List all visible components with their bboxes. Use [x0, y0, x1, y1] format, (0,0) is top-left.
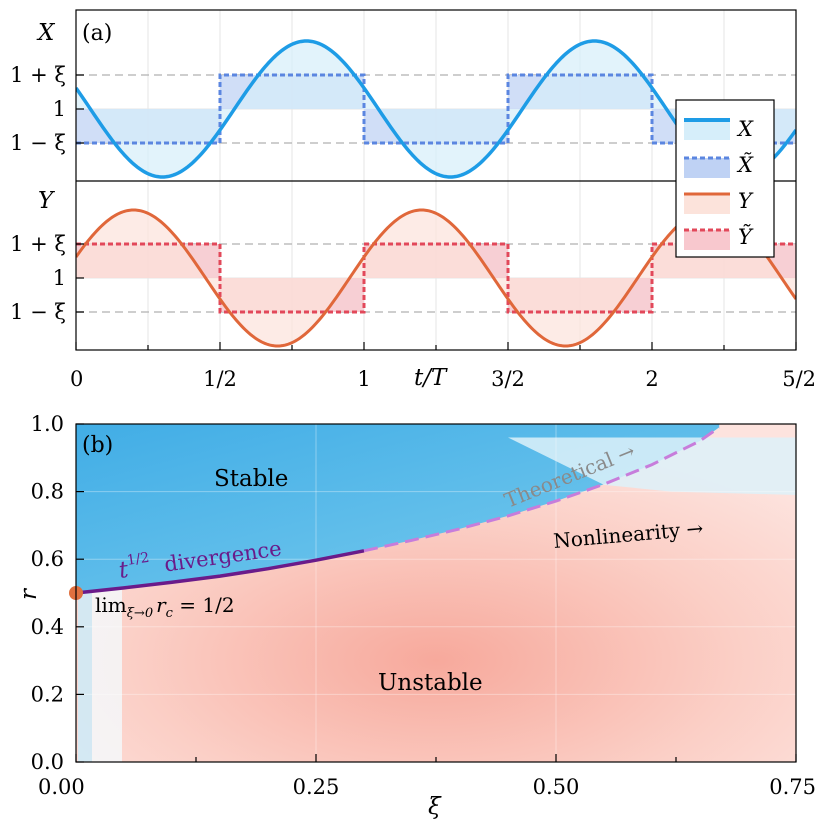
- x-tick-label-b: 0.00: [38, 775, 85, 799]
- theoretical-curve: [363, 426, 721, 553]
- panel-b-xlabel: ξ: [428, 794, 442, 820]
- panel-a-traces: [76, 39, 796, 348]
- square-wave-X̃: [76, 73, 796, 145]
- panel-b-y-tick-labels: 0.0 0.2 0.4 0.6 0.8 1.0: [31, 412, 64, 774]
- panel-a-x-tick-labels: 0 1/2 1 3/2 2 5/2: [70, 367, 816, 391]
- limit-label: limξ→0 rc = 1/2: [95, 593, 235, 621]
- legend-entry-x: X: [736, 117, 754, 141]
- legend-y-fill: [684, 194, 730, 214]
- y-tick-label-a: 1: [53, 97, 66, 121]
- panel-a-xlabel: t/T: [414, 365, 448, 391]
- legend-entry-x-tilde: X̃: [736, 153, 754, 177]
- legend: X X̃ Y Ỹ: [675, 99, 775, 258]
- x-tick-label-b: 0.25: [293, 775, 340, 799]
- y-subplot-ylabel: Y: [38, 188, 56, 214]
- y-tick-label-a: 1 + ξ: [10, 63, 66, 87]
- panel-b-x-tick-labels: 0.00 0.25 0.50 0.75: [38, 775, 816, 799]
- legend-entry-y-tilde: Ỹ: [738, 225, 754, 249]
- y-tick-label-a: 1 − ξ: [10, 300, 66, 324]
- x-tick-label-b: 0.50: [533, 775, 580, 799]
- y-tick-label-b: 0.8: [31, 480, 64, 504]
- x-tick-label-a: 3/2: [491, 367, 525, 391]
- left-pale-band: [92, 560, 122, 762]
- panel-b-ylabel: r: [16, 587, 42, 600]
- legend-x-fill: [684, 120, 730, 140]
- legend-entry-y: Y: [738, 189, 754, 213]
- x-tick-label-a: 2: [645, 367, 658, 391]
- transition-band: [508, 437, 796, 495]
- stable-label: Stable: [214, 466, 288, 492]
- y-tick-label-a: 1 − ξ: [10, 131, 66, 155]
- x-tick-label-a: 5/2: [782, 367, 816, 391]
- panel-b: 0.00.20.40.60.81.0 0.00 0.25 0.50 0.75 (b) …: [16, 412, 816, 820]
- y-tick-label-b: 1.0: [31, 412, 64, 436]
- x-tick-label-a: 0: [70, 367, 83, 391]
- y-tick-label-a: 1 + ξ: [10, 232, 66, 256]
- divergence-exp: 1/2: [126, 550, 151, 569]
- square-wave-Ỹ: [76, 242, 796, 314]
- stable-region: [76, 424, 720, 593]
- panel-a: (a) X Y t/T 1 + ξ 1 1 − ξ 1 + ξ 1 1 − ξ 0 1/2 1…: [10, 9, 816, 391]
- limit-expr: r: [156, 593, 167, 617]
- x-tick-label-a: 1: [357, 367, 370, 391]
- limit-expr-sub: c: [166, 606, 174, 621]
- legend-yt-fill: [684, 230, 730, 250]
- x-tick-label-b: 0.75: [769, 775, 816, 799]
- legend-xt-fill: [684, 158, 730, 178]
- panel-a-ticks: [75, 74, 797, 350]
- panel-b-ticks: [75, 423, 797, 763]
- x-tick-label-a: 1/2: [203, 367, 237, 391]
- divergence-curve: [75, 549, 365, 595]
- panel-b-tag: (b): [82, 433, 113, 458]
- panel-a-tag: (a): [82, 21, 112, 46]
- limit-value: = 1/2: [173, 593, 235, 617]
- y-tick-label-a: 1: [53, 266, 66, 290]
- unstable-label: Unstable: [378, 670, 483, 696]
- limit-sub: ξ→0: [127, 606, 153, 621]
- y-tick-label-b: 0.4: [31, 615, 64, 639]
- limit-lim: lim: [95, 593, 127, 617]
- panel-a-y-tick-labels: 1 + ξ 1 1 − ξ 1 + ξ 1 1 − ξ: [10, 63, 66, 324]
- y-tick-label-b: 0.6: [31, 547, 64, 571]
- y-tick-label-b: 0.0: [31, 750, 64, 774]
- x-subplot-ylabel: X: [36, 20, 56, 46]
- y-tick-label-b: 0.2: [31, 682, 64, 706]
